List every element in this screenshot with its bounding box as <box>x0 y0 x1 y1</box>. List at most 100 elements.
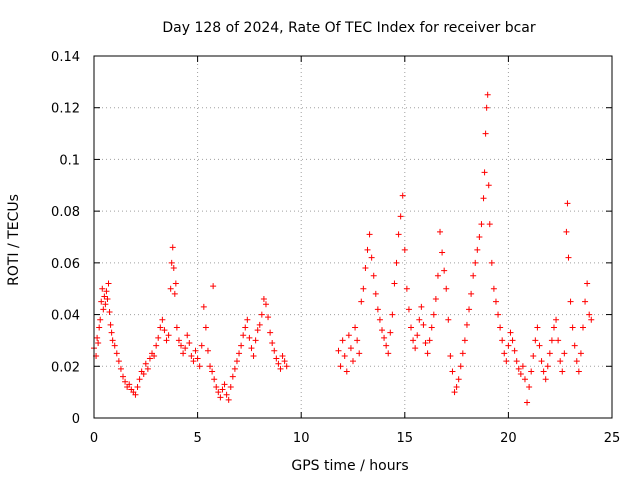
data-point <box>94 334 101 341</box>
data-point <box>485 182 492 189</box>
data-point <box>250 352 257 359</box>
data-point <box>457 363 464 370</box>
data-point <box>240 332 247 339</box>
data-point <box>207 363 214 370</box>
data-point <box>447 352 454 359</box>
data-point <box>260 296 267 303</box>
data-point <box>532 337 539 344</box>
x-axis-label: GPS time / hours <box>291 458 408 474</box>
data-point <box>277 365 284 372</box>
data-point <box>403 285 410 292</box>
data-point <box>437 228 444 235</box>
data-point <box>283 363 290 370</box>
data-point <box>165 332 172 339</box>
data-point <box>376 316 383 323</box>
data-point <box>275 360 282 367</box>
data-point <box>163 337 170 344</box>
data-point <box>113 350 120 357</box>
data-point <box>104 296 111 303</box>
data-point <box>168 259 175 266</box>
axis-ticks <box>93 55 613 419</box>
data-point <box>474 246 481 253</box>
data-point <box>242 324 249 331</box>
data-point <box>509 337 516 344</box>
y-tick-label: 0.06 <box>51 257 80 272</box>
data-point <box>173 324 180 331</box>
data-point <box>343 368 350 375</box>
data-point <box>279 352 286 359</box>
data-point <box>517 371 524 378</box>
data-point <box>231 365 238 372</box>
data-point <box>492 298 499 305</box>
data-point <box>254 327 261 334</box>
data-point <box>161 327 168 334</box>
data-point <box>269 340 276 347</box>
data-point <box>101 293 108 300</box>
data-point <box>169 244 176 251</box>
data-point <box>397 213 404 220</box>
data-point <box>443 285 450 292</box>
y-axis-label: ROTI / TECUs <box>6 194 22 286</box>
data-point <box>463 321 470 328</box>
data-point <box>198 342 205 349</box>
data-point <box>499 337 506 344</box>
data-point <box>136 376 143 383</box>
data-point <box>134 383 141 390</box>
data-point <box>515 365 522 372</box>
data-point <box>379 327 386 334</box>
data-point <box>190 358 197 365</box>
data-point <box>265 314 272 321</box>
data-point <box>210 283 217 290</box>
data-point <box>399 192 406 199</box>
data-point <box>412 345 419 352</box>
data-point <box>151 352 158 359</box>
data-point <box>217 394 224 401</box>
data-point <box>108 329 115 336</box>
y-tick-label: 0.1 <box>59 153 80 168</box>
data-point <box>184 332 191 339</box>
data-point <box>337 363 344 370</box>
data-point <box>416 316 423 323</box>
data-point <box>122 378 129 385</box>
data-point <box>144 365 151 372</box>
data-point <box>180 350 187 357</box>
data-point <box>575 368 582 375</box>
data-point <box>507 329 514 336</box>
data-point <box>528 368 535 375</box>
data-point <box>383 342 390 349</box>
y-tick-label: 0.08 <box>51 205 80 220</box>
data-point <box>347 345 354 352</box>
data-point <box>393 259 400 266</box>
data-point <box>374 306 381 313</box>
data-point <box>484 91 491 98</box>
data-point <box>470 272 477 279</box>
data-point <box>246 334 253 341</box>
x-axis-tick-labels: 0 5 10 15 20 25 <box>90 431 620 446</box>
data-point <box>401 246 408 253</box>
data-point <box>157 324 164 331</box>
data-point <box>120 373 127 380</box>
data-point <box>248 345 255 352</box>
data-point <box>109 337 116 344</box>
data-point <box>519 363 526 370</box>
data-point <box>96 324 103 331</box>
data-point <box>414 332 421 339</box>
data-point <box>196 363 203 370</box>
data-point <box>167 285 174 292</box>
chart-title: Day 128 of 2024, Rate Of TEC Index for r… <box>162 20 536 36</box>
data-point <box>352 324 359 331</box>
data-point <box>360 285 367 292</box>
data-point <box>453 383 460 390</box>
data-point <box>140 371 147 378</box>
data-point <box>227 383 234 390</box>
data-point <box>567 298 574 305</box>
data-point <box>441 267 448 274</box>
data-point <box>281 358 288 365</box>
data-point <box>99 285 106 292</box>
data-point <box>153 342 160 349</box>
data-point <box>579 324 586 331</box>
data-point <box>142 360 149 367</box>
data-point <box>111 342 118 349</box>
data-point <box>258 311 265 318</box>
